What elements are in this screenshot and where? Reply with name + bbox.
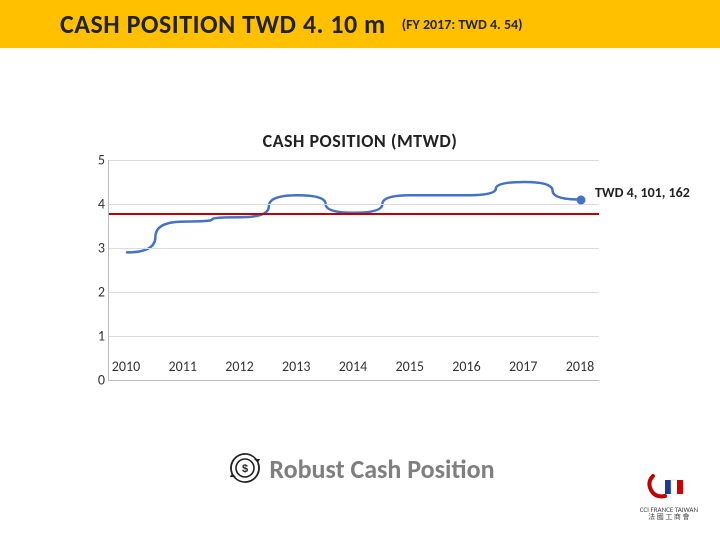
chart-x-tick-label: 2015 (396, 358, 424, 375)
chart-gridline (109, 336, 599, 337)
chart-last-point-marker (577, 195, 586, 204)
chart-x-tick-label: 2017 (509, 358, 537, 375)
cci-logo-text-2: 法 國 工 商 會 (640, 513, 698, 520)
header-bar: CASH POSITION TWD 4. 10 m (FY 2017: TWD … (0, 0, 720, 48)
chart-y-tick-label: 5 (87, 152, 105, 169)
chart-plot-area: 012345TWD 4, 101, 162 (108, 160, 599, 381)
chart-gridline (109, 292, 599, 293)
svg-text:$: $ (242, 463, 248, 475)
chart-x-tick-label: 2018 (566, 358, 594, 375)
chart-x-tick-label: 2014 (339, 358, 367, 375)
chart-y-tick-label: 1 (87, 328, 105, 345)
chart-gridline (109, 248, 599, 249)
chart-x-tick-label: 2010 (112, 358, 140, 375)
chart-title: CASH POSITION (MTWD) (80, 130, 640, 152)
chart-y-tick-label: 4 (87, 196, 105, 213)
chart-gridline (109, 204, 599, 205)
page-title: CASH POSITION TWD 4. 10 m (60, 8, 386, 40)
footer-caption: $ Robust Cash Position (0, 448, 720, 495)
footer-caption-text: Robust Cash Position (269, 453, 494, 485)
chart-x-tick-label: 2013 (282, 358, 310, 375)
chart-callout-label: TWD 4, 101, 162 (595, 184, 690, 201)
chart-line-series (109, 160, 599, 380)
header-note: (FY 2017: TWD 4. 54) (402, 16, 523, 33)
cci-logo-mark (647, 474, 691, 504)
cci-logo: CCI FRANCE TAIWAN 法 國 工 商 會 (640, 474, 698, 520)
chart-threshold-line (109, 213, 599, 215)
chart-x-tick-label: 2011 (169, 358, 197, 375)
chart-gridline (109, 160, 599, 161)
chart-x-tick-label: 2012 (225, 358, 253, 375)
chart-x-tick-label: 2016 (452, 358, 480, 375)
chart-y-tick-label: 2 (87, 284, 105, 301)
chart-series-line (127, 182, 581, 252)
cash-position-chart: CASH POSITION (MTWD) 012345TWD 4, 101, 1… (80, 130, 640, 381)
refresh-dollar-icon: $ (225, 448, 265, 495)
chart-y-tick-label: 3 (87, 240, 105, 257)
chart-y-tick-label: 0 (87, 372, 105, 389)
chart-x-axis: 2010 2011 2012 2013 2014 2015 2016 2017 2018 (108, 354, 598, 378)
